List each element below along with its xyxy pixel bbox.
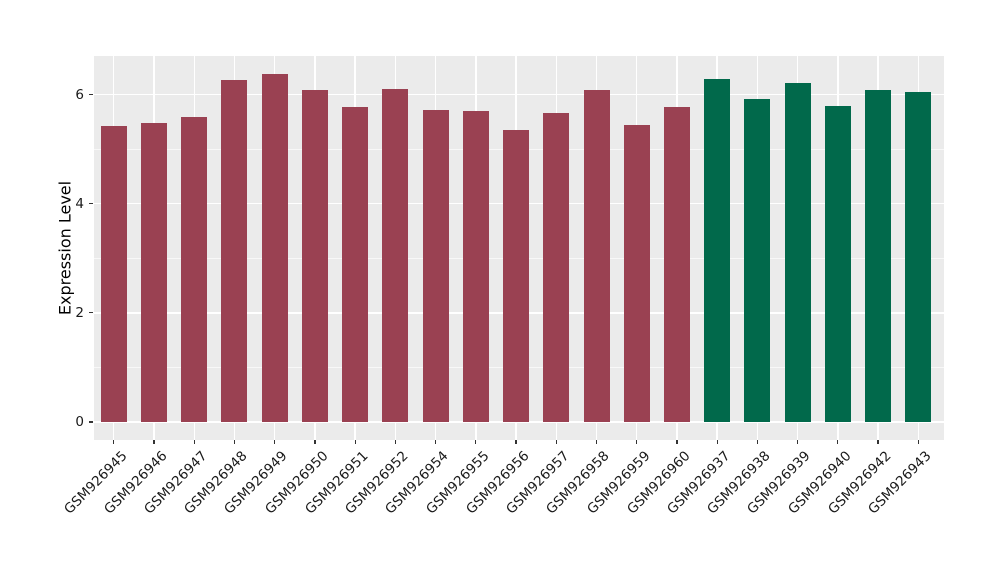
x-axis-tick bbox=[877, 440, 879, 444]
bar bbox=[744, 98, 771, 422]
x-axis-tick bbox=[515, 440, 517, 444]
bar bbox=[543, 112, 570, 422]
y-axis-tick bbox=[89, 93, 93, 96]
bar bbox=[623, 125, 650, 422]
bar bbox=[503, 130, 530, 422]
bar bbox=[663, 106, 690, 422]
bar bbox=[422, 110, 449, 422]
bar bbox=[342, 106, 369, 422]
x-axis-tick bbox=[555, 440, 557, 444]
x-axis-tick bbox=[917, 440, 919, 444]
x-axis-tick bbox=[394, 440, 396, 444]
x-axis-tick bbox=[153, 440, 155, 444]
x-axis-tick bbox=[435, 440, 437, 444]
bar bbox=[784, 83, 811, 422]
y-tick-label: 6 bbox=[75, 86, 84, 103]
y-axis-tick bbox=[89, 203, 93, 205]
bar bbox=[100, 126, 127, 422]
bar bbox=[824, 106, 851, 422]
x-axis-tick bbox=[837, 440, 839, 444]
bar bbox=[905, 92, 932, 422]
gridline-major-horizontal bbox=[94, 93, 944, 96]
bar bbox=[221, 79, 248, 422]
x-axis-tick bbox=[676, 440, 678, 444]
bar bbox=[261, 74, 288, 422]
x-axis-tick bbox=[193, 440, 195, 444]
y-tick-label: 0 bbox=[75, 414, 84, 430]
x-axis-tick bbox=[233, 440, 236, 444]
y-axis-tick bbox=[89, 421, 93, 423]
y-axis-tick bbox=[89, 312, 93, 314]
x-axis-tick bbox=[475, 440, 477, 444]
plot-panel bbox=[94, 56, 944, 440]
bar bbox=[583, 90, 610, 422]
x-axis-tick bbox=[274, 440, 276, 444]
x-axis-tick bbox=[756, 440, 758, 444]
bar bbox=[382, 89, 409, 422]
x-axis-tick bbox=[113, 440, 115, 444]
bar bbox=[704, 79, 731, 422]
x-axis-tick bbox=[716, 440, 718, 444]
bar bbox=[865, 89, 892, 422]
x-axis-tick bbox=[797, 440, 799, 444]
bar bbox=[141, 122, 168, 422]
x-axis-tick bbox=[314, 440, 316, 444]
bar bbox=[301, 90, 328, 422]
y-tick-label: 4 bbox=[75, 195, 84, 212]
bar bbox=[181, 116, 208, 422]
x-axis-tick bbox=[636, 440, 638, 444]
gridline-major-horizontal bbox=[94, 421, 944, 423]
bar bbox=[462, 110, 489, 422]
y-tick-label: 2 bbox=[75, 304, 84, 321]
x-axis-tick bbox=[595, 440, 598, 444]
x-axis-tick bbox=[354, 440, 356, 444]
